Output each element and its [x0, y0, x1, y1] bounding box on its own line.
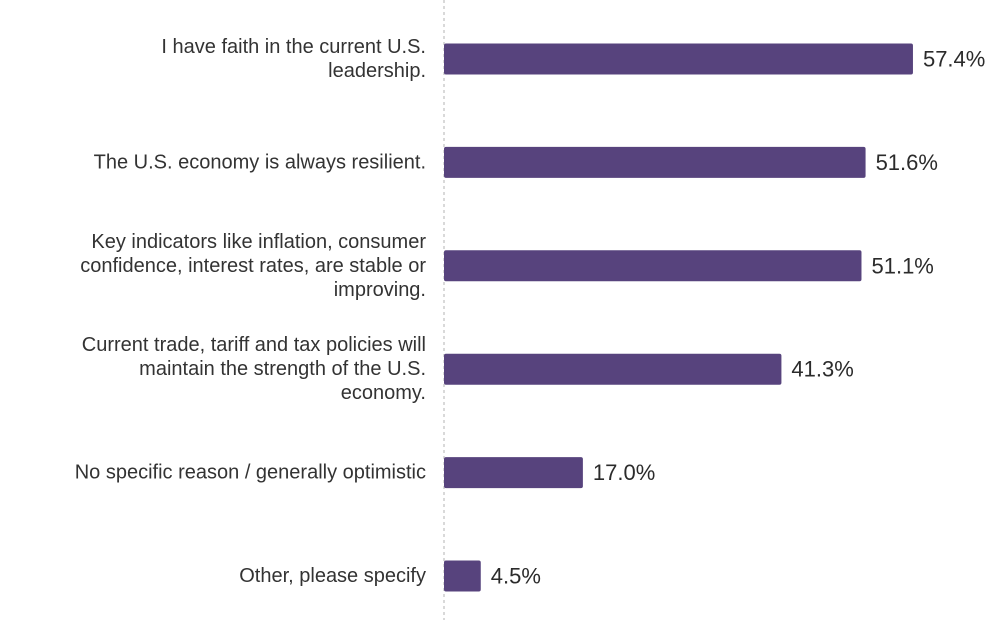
- value-label: 4.5%: [491, 564, 541, 589]
- category-label-line: The U.S. economy is always resilient.: [94, 151, 426, 173]
- value-label: 51.1%: [871, 253, 933, 278]
- category-label-line: maintain the strength of the U.S.: [139, 358, 426, 380]
- bar: [444, 43, 913, 75]
- bar: [444, 560, 481, 592]
- value-label: 17.0%: [593, 460, 655, 485]
- category-label-line: I have faith in the current U.S.: [161, 36, 426, 58]
- category-label-line: economy.: [341, 382, 426, 404]
- category-labels-group: I have faith in the current U.S. leadersh…: [75, 36, 427, 587]
- category-label: Current trade, tariff and tax policies w…: [82, 334, 426, 404]
- category-label-line: Current trade, tariff and tax policies w…: [82, 334, 426, 356]
- bar: [444, 457, 583, 489]
- bars-group: [444, 43, 913, 592]
- value-label: 41.3%: [791, 357, 853, 382]
- category-label-line: No specific reason / generally optimisti…: [75, 462, 426, 484]
- value-label: 51.6%: [876, 150, 938, 175]
- category-label: No specific reason / generally optimisti…: [75, 462, 426, 484]
- value-labels-group: 57.4% 51.6% 51.1% 41.3% 17.0% 4.5%: [491, 47, 986, 589]
- value-label: 57.4%: [923, 47, 985, 72]
- category-label-line: leadership.: [328, 60, 426, 82]
- category-label: Key indicators like inflation, consumer c…: [80, 231, 426, 301]
- bar: [444, 250, 862, 282]
- category-label: I have faith in the current U.S. leadersh…: [161, 36, 426, 82]
- bar: [444, 353, 782, 385]
- category-label-line: Other, please specify: [239, 565, 426, 587]
- category-label: The U.S. economy is always resilient.: [94, 151, 426, 173]
- category-label-line: improving.: [334, 279, 426, 301]
- category-label: Other, please specify: [239, 565, 426, 587]
- category-label-line: Key indicators like inflation, consumer: [91, 231, 426, 253]
- category-label-line: confidence, interest rates, are stable o…: [80, 255, 426, 277]
- bar: [444, 146, 866, 178]
